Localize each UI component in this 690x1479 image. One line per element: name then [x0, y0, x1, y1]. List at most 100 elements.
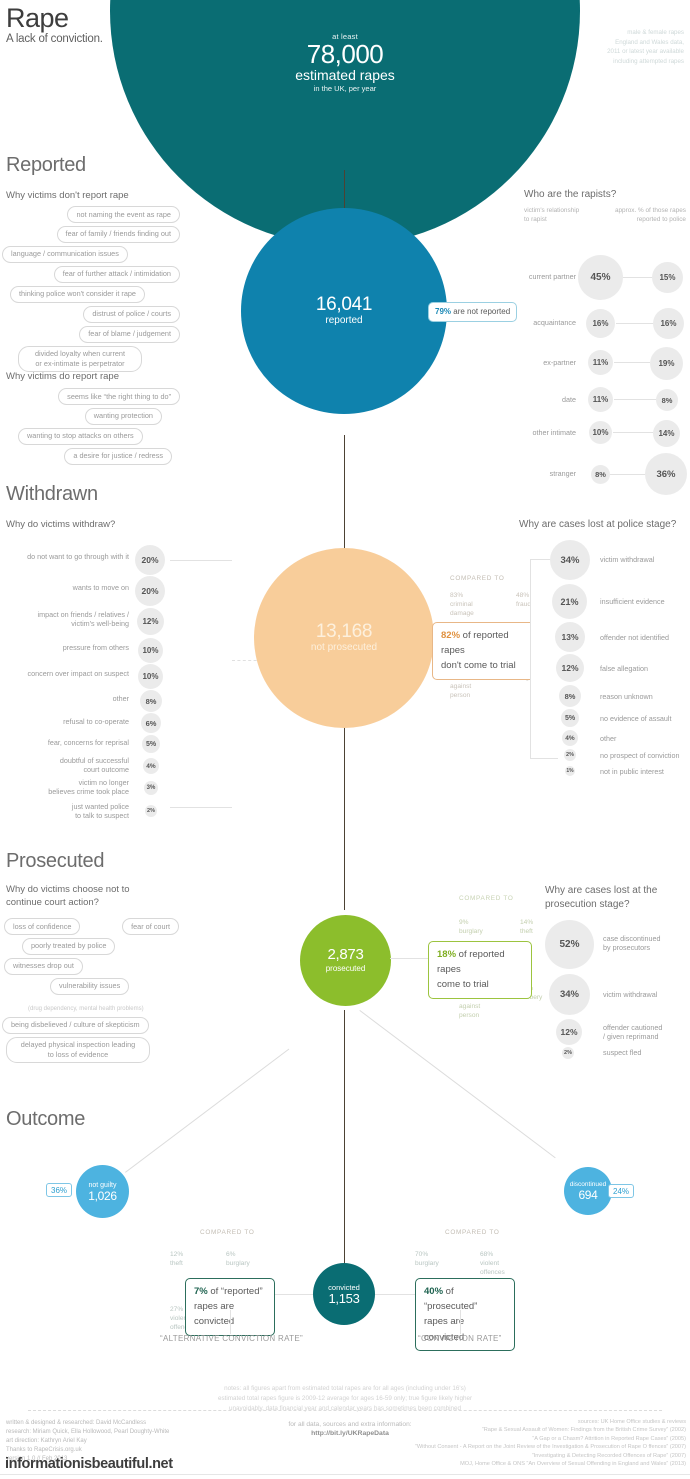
branch-line-left	[125, 1048, 290, 1173]
discontinued-badge: 24%	[608, 1184, 635, 1198]
rapists-share-value: 10%	[592, 428, 609, 437]
reason-pill: language / communication issues	[2, 245, 128, 263]
rapists-row-connector	[620, 277, 658, 278]
rapists-row: date 11% 8%	[500, 385, 690, 415]
police-reason-bubble: 21%	[552, 584, 587, 619]
prosecuted-callout-connector	[390, 958, 428, 959]
hero-number: 78,000	[306, 39, 384, 69]
rapists-row: ex-partner 11% 19%	[500, 347, 690, 380]
prosecuted-number: 2,873	[327, 946, 364, 964]
prosecution-reason-bubble: 34%	[549, 974, 590, 1015]
withdraw-reason-value: 20%	[141, 555, 159, 565]
reason-pill: fear of court	[122, 918, 179, 935]
rapists-row-connector	[613, 432, 653, 433]
conv-compared-item: 68% violent offences	[480, 1251, 505, 1278]
withdrawn-compared-item: 83% criminal damage	[450, 592, 474, 619]
conviction-pct: 40%	[424, 1286, 444, 1297]
rapists-reported-bubble: 19%	[650, 347, 683, 380]
not-guilty-label: not guilty	[88, 1181, 117, 1189]
rapists-row-label: date	[562, 395, 576, 404]
hero-middle-label: estimated rapes	[295, 66, 395, 83]
alt-compared-item: 6% burglary	[226, 1251, 250, 1269]
reported-circle: 16,041 reported	[241, 208, 447, 414]
prosecuted-circle: 2,873 prosecuted	[300, 915, 391, 1006]
prosecution-reason-label: offender cautioned / given reprimand	[603, 1023, 663, 1042]
convicted-circle: convicted 1,153	[313, 1263, 375, 1325]
alt-conviction-line2: rapes are convicted	[194, 1301, 235, 1328]
prosecution-reason-value: 34%	[559, 989, 579, 1000]
section-title-withdrawn: Withdrawn	[6, 483, 98, 505]
footer-sources: sources: UK Home Office studies & review…	[414, 1419, 686, 1467]
alt-compared-item: 12% theft	[170, 1251, 183, 1269]
compared-label: burglary	[226, 1259, 250, 1267]
not-come-to-trial-callout: 82% of reported rapes don't come to trial	[432, 622, 542, 680]
rapists-share-value: 11%	[592, 358, 609, 367]
withdraw-reason-value: 12%	[142, 617, 159, 626]
rapists-share-bubble: 8%	[591, 465, 610, 484]
compared-value: 48%	[516, 592, 530, 599]
convicted-label: convicted	[328, 1283, 360, 1293]
compared-label: violent offences	[170, 1314, 195, 1331]
withdraw-reason-bubble: 5%	[142, 735, 160, 753]
prosecution-stage-title: Why are cases lost at the prosecution st…	[545, 885, 658, 910]
police-reason-value: 34%	[560, 554, 580, 566]
rapists-reported-value: 15%	[659, 273, 676, 282]
footer-data-head: for all data, sources and extra informat…	[288, 1421, 412, 1428]
spine-segment-2	[344, 435, 345, 555]
withdraw-reason-label: doubtful of successful court outcome	[59, 756, 129, 775]
reason-pill: fear of family / friends finding out	[56, 225, 180, 243]
title-block: Rape A lack of conviction.	[6, 4, 286, 46]
rapists-reported-value: 19%	[658, 359, 675, 368]
site-name[interactable]: informationisbeautiful.net	[5, 1456, 173, 1472]
convicted-number: 1,153	[328, 1291, 360, 1307]
compared-label: criminal damage	[450, 600, 474, 617]
come-to-trial-line1: of reported rapes	[437, 949, 505, 976]
rapists-share-value: 45%	[590, 272, 611, 283]
section-title-outcome: Outcome	[6, 1108, 86, 1130]
footer-notes: notes: all figures apart from estimated …	[217, 1385, 473, 1412]
withdraw-reason-value: 3%	[146, 785, 156, 791]
police-reason-value: 12%	[561, 663, 579, 673]
footer-divider-2	[0, 1474, 690, 1475]
section-title-prosecuted: Prosecuted	[6, 850, 105, 872]
rapists-row-label: acquaintance	[533, 318, 576, 327]
reason-pill: delayed physical inspection leading to l…	[6, 1036, 150, 1064]
hero-stat: at least 78,000 estimated rapes in the U…	[230, 32, 460, 93]
alt-callout-connector	[275, 1294, 313, 1295]
rapists-row-label: other intimate	[532, 428, 576, 437]
police-stage-brace	[530, 559, 558, 759]
withdraw-reason-label: just wanted police to talk to suspect	[71, 802, 129, 821]
footer-data-url[interactable]: http://bit.ly/UKRapeData	[311, 1430, 389, 1437]
withdraw-reason-value: 4%	[146, 762, 156, 770]
rapists-col2-head: approx. % of those rapes reported to pol…	[614, 207, 686, 223]
police-reason-bubble: 34%	[550, 540, 590, 580]
withdraw-reason-bubble: 20%	[135, 576, 165, 606]
police-reason-value: 2%	[566, 752, 574, 758]
withdraw-reason-label: pressure from others	[62, 643, 129, 652]
prosecuted-compared-item: 14% theft	[520, 919, 533, 937]
conviction-line1: of “prosecuted”	[424, 1286, 478, 1313]
spine-segment-4	[344, 1010, 345, 1270]
prosecuted-label: prosecuted	[325, 964, 366, 974]
withdraw-reason-bubble: 2%	[145, 805, 157, 817]
withdraw-reason-label: wants to move on	[72, 583, 129, 592]
not-come-to-trial-line2: don't come to trial	[441, 660, 516, 672]
prosecution-reason-value: 52%	[559, 939, 580, 950]
hero-suffix: in the UK, per year	[313, 83, 377, 93]
compared-label: robbery	[520, 993, 543, 1001]
conv-compared-item: 70% burglary	[415, 1251, 439, 1269]
reason-pill: witnesses drop out	[4, 957, 83, 975]
alt-rate-label: “ALTERNATIVE CONVICTION RATE”	[160, 1334, 303, 1343]
prosecuted-pill-list: loss of confidence fear of court poorly …	[0, 918, 185, 1066]
alt-rate-stem	[230, 1310, 231, 1334]
not-come-to-trial-line1: of reported rapes	[441, 630, 509, 657]
police-reason-label: other	[600, 734, 617, 743]
withdraw-reason-bubble: 20%	[135, 545, 165, 575]
withdraw-brace-stem	[232, 660, 262, 661]
police-reason-label: victim withdrawal	[600, 555, 655, 564]
withdraw-reason-label: impact on friends / relatives / victim's…	[37, 610, 129, 629]
discontinued-circle: discontinued 694	[564, 1167, 612, 1215]
reason-pill: thinking police won't consider it rape	[10, 285, 145, 303]
branch-line-right	[359, 1010, 556, 1159]
police-reason-bubble: 8%	[559, 685, 581, 707]
